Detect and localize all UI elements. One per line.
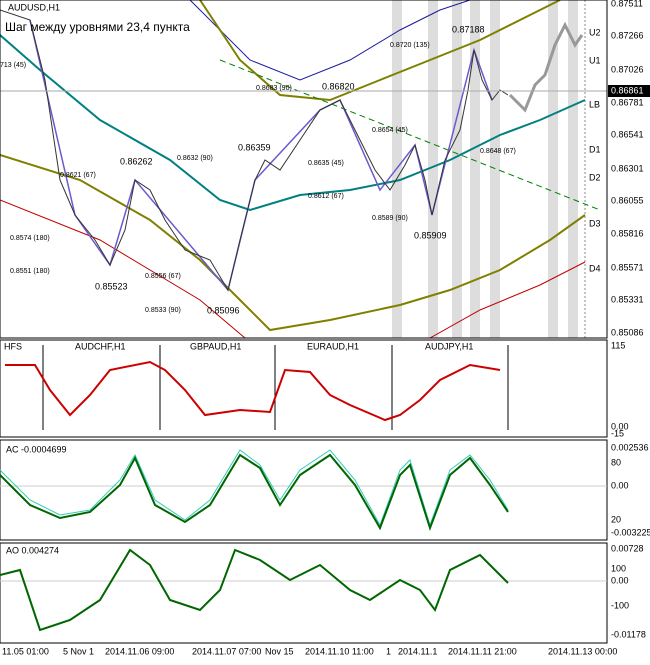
axis-label: 0.00 — [611, 480, 629, 490]
time-label: Nov 15 — [265, 646, 294, 656]
axis-label: -100 — [611, 600, 629, 610]
axis-label: 20 — [611, 514, 621, 524]
axis-label: -0.003225 — [611, 527, 650, 537]
ac-panel: AC -0.0004699 0.002536 80 0.00 20 -0.003… — [0, 439, 650, 541]
note: Шаг между уровнями 23,4 пункта — [5, 20, 190, 34]
axis-label: 100 — [611, 563, 626, 573]
ann: 0.8533 (90) — [145, 307, 181, 314]
time-label: 2014.11.07 07:00 — [192, 646, 261, 656]
hfs-symbol: AUDJPY,H1 — [425, 341, 473, 351]
ann: 0.8648 (67) — [480, 148, 516, 155]
time-label: 1 — [386, 646, 391, 656]
price: 0.87266 — [611, 30, 644, 40]
ann: 0.8654 (45) — [372, 127, 408, 134]
level: LB — [589, 99, 600, 109]
time-label: 2014.11.10 11:00 — [305, 646, 374, 656]
main-panel: AUDUSD,H1 Шаг между уровнями 23,4 пункта… — [0, 0, 650, 339]
axis-label: 0.002536 — [611, 442, 649, 452]
level: D3 — [589, 218, 601, 228]
hfs-symbol: GBPAUD,H1 — [190, 341, 241, 351]
ao-title: AO 0.004274 — [6, 545, 59, 555]
price: 0.85816 — [611, 228, 644, 238]
axis-label: 0.00 — [611, 575, 629, 585]
ann: 0.87188 — [452, 24, 485, 34]
ann: 0.85909 — [414, 230, 447, 240]
axis-label: -15 — [611, 428, 624, 438]
price: 0.85331 — [611, 294, 644, 304]
price: 0.85086 — [611, 327, 644, 337]
ac-title: AC -0.0004699 — [6, 444, 67, 454]
time-label: 5 Nov 1 — [63, 646, 94, 656]
axis-label: 0.00728 — [611, 543, 644, 553]
ann: 0.85096 — [207, 305, 240, 315]
ann: 0.8551 (180) — [10, 268, 50, 275]
price-axis: 0.87511 0.87266 0.87026 0.86781 0.86541 … — [608, 0, 650, 337]
price: 0.86055 — [611, 195, 644, 205]
time-label: 2014.11.13 00:00 — [548, 646, 617, 656]
time-label: 2014.11.06 09:00 — [105, 646, 174, 656]
time-label: 2014.11.1 — [398, 646, 437, 656]
level: U1 — [589, 55, 601, 65]
hfs-panel: HFS AUDCHF,H1 GBPAUD,H1 EURAUD,H1 AUDJPY… — [0, 339, 629, 438]
price: 0.87026 — [611, 64, 644, 74]
levels: U2 U1 LB D1 D2 D3 D4 — [589, 27, 601, 273]
ann: 0.8556 (67) — [145, 273, 181, 280]
ann: 0.86820 — [322, 81, 355, 91]
ann: 0.8635 (45) — [308, 160, 344, 167]
ann: 0.8589 (90) — [372, 215, 408, 222]
axis-label: 80 — [611, 457, 621, 467]
price: 0.86781 — [611, 97, 644, 107]
ann: 0.8574 (180) — [10, 235, 50, 242]
ann: 0.8632 (90) — [177, 155, 213, 162]
axis-label: -0.01178 — [611, 629, 646, 639]
ann: 713 (45) — [0, 62, 26, 69]
price: 0.86301 — [611, 163, 644, 173]
ao-panel: AO 0.004274 0.00728 100 0.00 -100 -0.011… — [0, 542, 646, 644]
ann: 0.86262 — [120, 156, 153, 166]
level: U2 — [589, 27, 601, 37]
price: 0.87511 — [611, 0, 643, 8]
axis-label: 0.00 — [611, 421, 629, 431]
level: D1 — [589, 144, 601, 154]
axis-label: 115 — [611, 340, 625, 350]
price: 0.86541 — [611, 129, 644, 139]
symbol: AUDUSD,H1 — [8, 2, 60, 12]
ann: 0.8720 (135) — [390, 42, 430, 49]
ann: 0.8621 (67) — [60, 172, 96, 179]
current-price: 0.86861 — [611, 85, 644, 95]
annotations: 713 (45) 0.8621 (67) 0.86262 0.8574 (180… — [0, 24, 516, 315]
price: 0.85571 — [611, 262, 644, 272]
ann: 0.8683 (90) — [256, 85, 292, 92]
hfs-title: HFS — [4, 341, 22, 351]
hfs-symbol: AUDCHF,H1 — [75, 341, 126, 351]
time-axis: 11.05 01:00 5 Nov 1 2014.11.06 09:00 201… — [2, 646, 617, 656]
time-label: 2014.11.11 21:00 — [448, 646, 517, 656]
hfs-symbol: EURAUD,H1 — [307, 341, 359, 351]
level: D2 — [589, 172, 601, 182]
ann: 0.85523 — [95, 281, 128, 291]
ann: 0.8612 (67) — [308, 193, 344, 200]
ann: 0.86359 — [238, 142, 271, 152]
level: D4 — [589, 263, 601, 273]
time-label: 11.05 01:00 — [2, 646, 49, 656]
